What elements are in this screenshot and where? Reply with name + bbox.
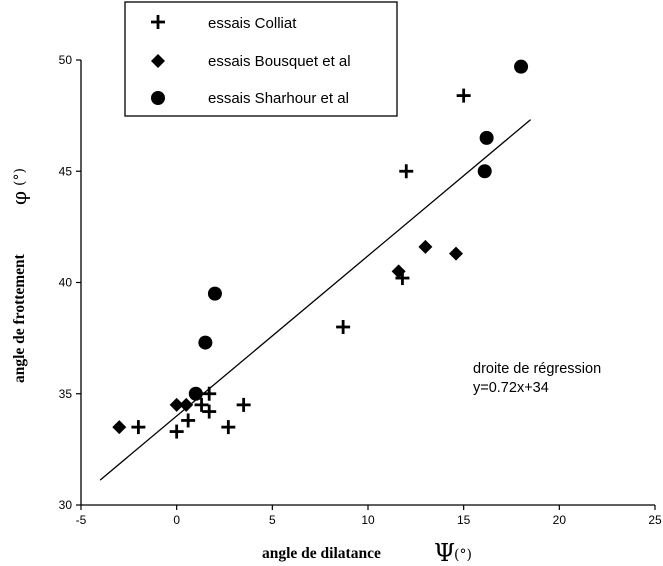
data-point-plus	[456, 88, 471, 103]
legend: essais Colliat essais Bousquet et al ess…	[124, 1, 398, 117]
data-point-plus	[399, 164, 414, 179]
data-point-plus	[336, 320, 351, 334]
x-axis-title-text: angle de dilatance	[262, 545, 381, 562]
x-tick-label: 5	[269, 513, 276, 527]
y-tick-label: 35	[59, 387, 73, 401]
data-point-plus	[202, 404, 217, 419]
legend-marker-plus	[151, 15, 165, 29]
y-tick-label: 40	[59, 276, 73, 290]
ticks: -5 0 5 10 15 20 25 30 35 40 45 50	[59, 53, 662, 527]
legend-markers	[151, 15, 165, 105]
y-tick-label: 30	[59, 498, 73, 512]
data-point-diamond	[112, 420, 127, 435]
legend-marker-circle	[151, 91, 165, 105]
legend-marker-diamond	[151, 54, 165, 68]
data-point-plus	[221, 420, 236, 435]
regression-layer	[99, 119, 532, 481]
data-point-circle	[188, 386, 203, 401]
data-point-circle	[207, 286, 222, 301]
regression-annotation-equation: y=0.72x+34	[473, 380, 549, 396]
data-point-diamond	[391, 264, 406, 279]
data-point-diamond	[418, 239, 433, 254]
y-tick-label: 45	[59, 164, 73, 178]
x-tick-label: 15	[457, 513, 471, 527]
data-point-plus	[131, 420, 146, 435]
y-axis-title-symbol: φ	[7, 191, 31, 205]
legend-label-sharhour: essais Sharhour et al	[208, 90, 349, 107]
x-tick-label: -5	[76, 513, 87, 527]
data-point-plus	[181, 413, 196, 428]
x-tick-label: 20	[553, 513, 567, 527]
x-axis-title-unit: (°)	[454, 547, 472, 563]
data-point-circle	[198, 335, 213, 350]
y-axis-title: angle de frottement φ (°)	[7, 168, 31, 383]
data-point-plus	[236, 397, 251, 412]
data-point-plus	[202, 386, 217, 401]
legend-label-colliat: essais Colliat	[208, 15, 297, 32]
y-tick-label: 50	[59, 53, 73, 67]
x-tick-label: 0	[173, 513, 180, 527]
x-tick-label: 25	[648, 513, 662, 527]
data-point-diamond	[449, 246, 464, 261]
data-point-diamond	[179, 397, 194, 412]
legend-label-bousquet: essais Bousquet et al	[208, 53, 351, 70]
data-point-circle	[514, 59, 529, 74]
data-point-plus	[169, 424, 184, 439]
regression-line	[99, 119, 532, 481]
data-point-diamond	[169, 397, 184, 412]
y-axis-title-unit: (°)	[12, 168, 28, 186]
x-axis-title-symbol: Ψ	[434, 539, 455, 566]
points-layer	[112, 59, 529, 439]
regression-annotation-title: droite de régression	[473, 361, 601, 377]
x-tick-label: 10	[361, 513, 375, 527]
data-point-circle	[477, 164, 492, 179]
y-axis-title-text: angle de frottement	[11, 253, 28, 383]
legend-box	[124, 1, 398, 117]
x-axis-title: angle de dilatance Ψ (°)	[262, 539, 472, 566]
data-point-circle	[479, 130, 494, 145]
axes-frame	[80, 60, 655, 506]
data-point-plus	[194, 397, 209, 412]
